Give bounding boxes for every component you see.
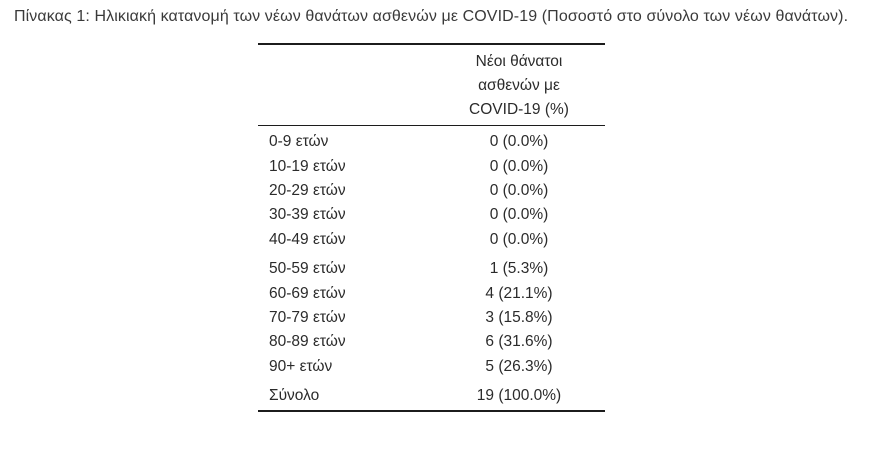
total-label: Σύνολο [269,387,320,405]
table-row: 40-49 ετών 0 (0.0%) [258,228,605,252]
age-range-label: 30-39 ετών [269,206,346,224]
table-row: 10-19 ετών 0 (0.0%) [258,154,605,178]
column-header: Νέοι θάνατοι ασθενών με COVID-19 (%) [433,50,605,122]
table-caption: Πίνακας 1: Ηλικιακή κατανομή των νέων θα… [14,8,849,25]
deaths-value: 4 (21.1%) [485,284,553,302]
age-range-label: 0-9 ετών [269,133,329,151]
deaths-value: 1 (5.3%) [489,260,549,278]
table-body: 0-9 ετών 0 (0.0%) 10-19 ετών 0 (0.0%) 20… [258,126,605,410]
table-row: 60-69 ετών 4 (21.1%) [258,281,605,305]
header-spacer-cell [258,50,433,122]
age-range-label: 90+ ετών [269,357,333,375]
table-row: 30-39 ετών 0 (0.0%) [258,203,605,227]
deaths-value: 0 (0.0%) [489,157,549,175]
table-row: 0-9 ετών 0 (0.0%) [258,130,605,154]
age-range-label: 10-19 ετών [269,157,346,175]
deaths-value: 0 (0.0%) [489,181,549,199]
column-header-line: ασθενών με [478,77,560,94]
age-range-label: 80-89 ετών [269,333,346,351]
table-row: 70-79 ετών 3 (15.8%) [258,306,605,330]
deaths-value: 6 (31.6%) [485,333,553,351]
deaths-value: 0 (0.0%) [489,230,549,248]
column-header-line: COVID-19 (%) [469,101,569,118]
age-range-label: 60-69 ετών [269,284,346,302]
total-value: 19 (100.0%) [476,387,562,405]
table-header: Νέοι θάνατοι ασθενών με COVID-19 (%) [258,45,605,126]
table-row: 50-59 ετών 1 (5.3%) [258,257,605,281]
column-header-line: Νέοι θάνατοι [475,53,563,70]
table-row: 20-29 ετών 0 (0.0%) [258,179,605,203]
deaths-value: 0 (0.0%) [489,133,549,151]
age-range-label: 20-29 ετών [269,181,346,199]
total-row: Σύνολο 19 (100.0%) [258,384,605,408]
table-row: 80-89 ετών 6 (31.6%) [258,330,605,354]
deaths-value: 5 (26.3%) [485,357,553,375]
row-group-young-ages: 0-9 ετών 0 (0.0%) 10-19 ετών 0 (0.0%) 20… [258,130,605,252]
deaths-value: 0 (0.0%) [489,206,549,224]
table-row: 90+ ετών 5 (26.3%) [258,355,605,379]
age-range-label: 40-49 ετών [269,230,346,248]
deaths-value: 3 (15.8%) [485,308,553,326]
age-range-label: 50-59 ετών [269,260,346,278]
row-group-older-ages: 50-59 ετών 1 (5.3%) 60-69 ετών 4 (21.1%)… [258,257,605,379]
age-distribution-table: Νέοι θάνατοι ασθενών με COVID-19 (%) 0-9… [258,43,605,413]
age-range-label: 70-79 ετών [269,308,346,326]
